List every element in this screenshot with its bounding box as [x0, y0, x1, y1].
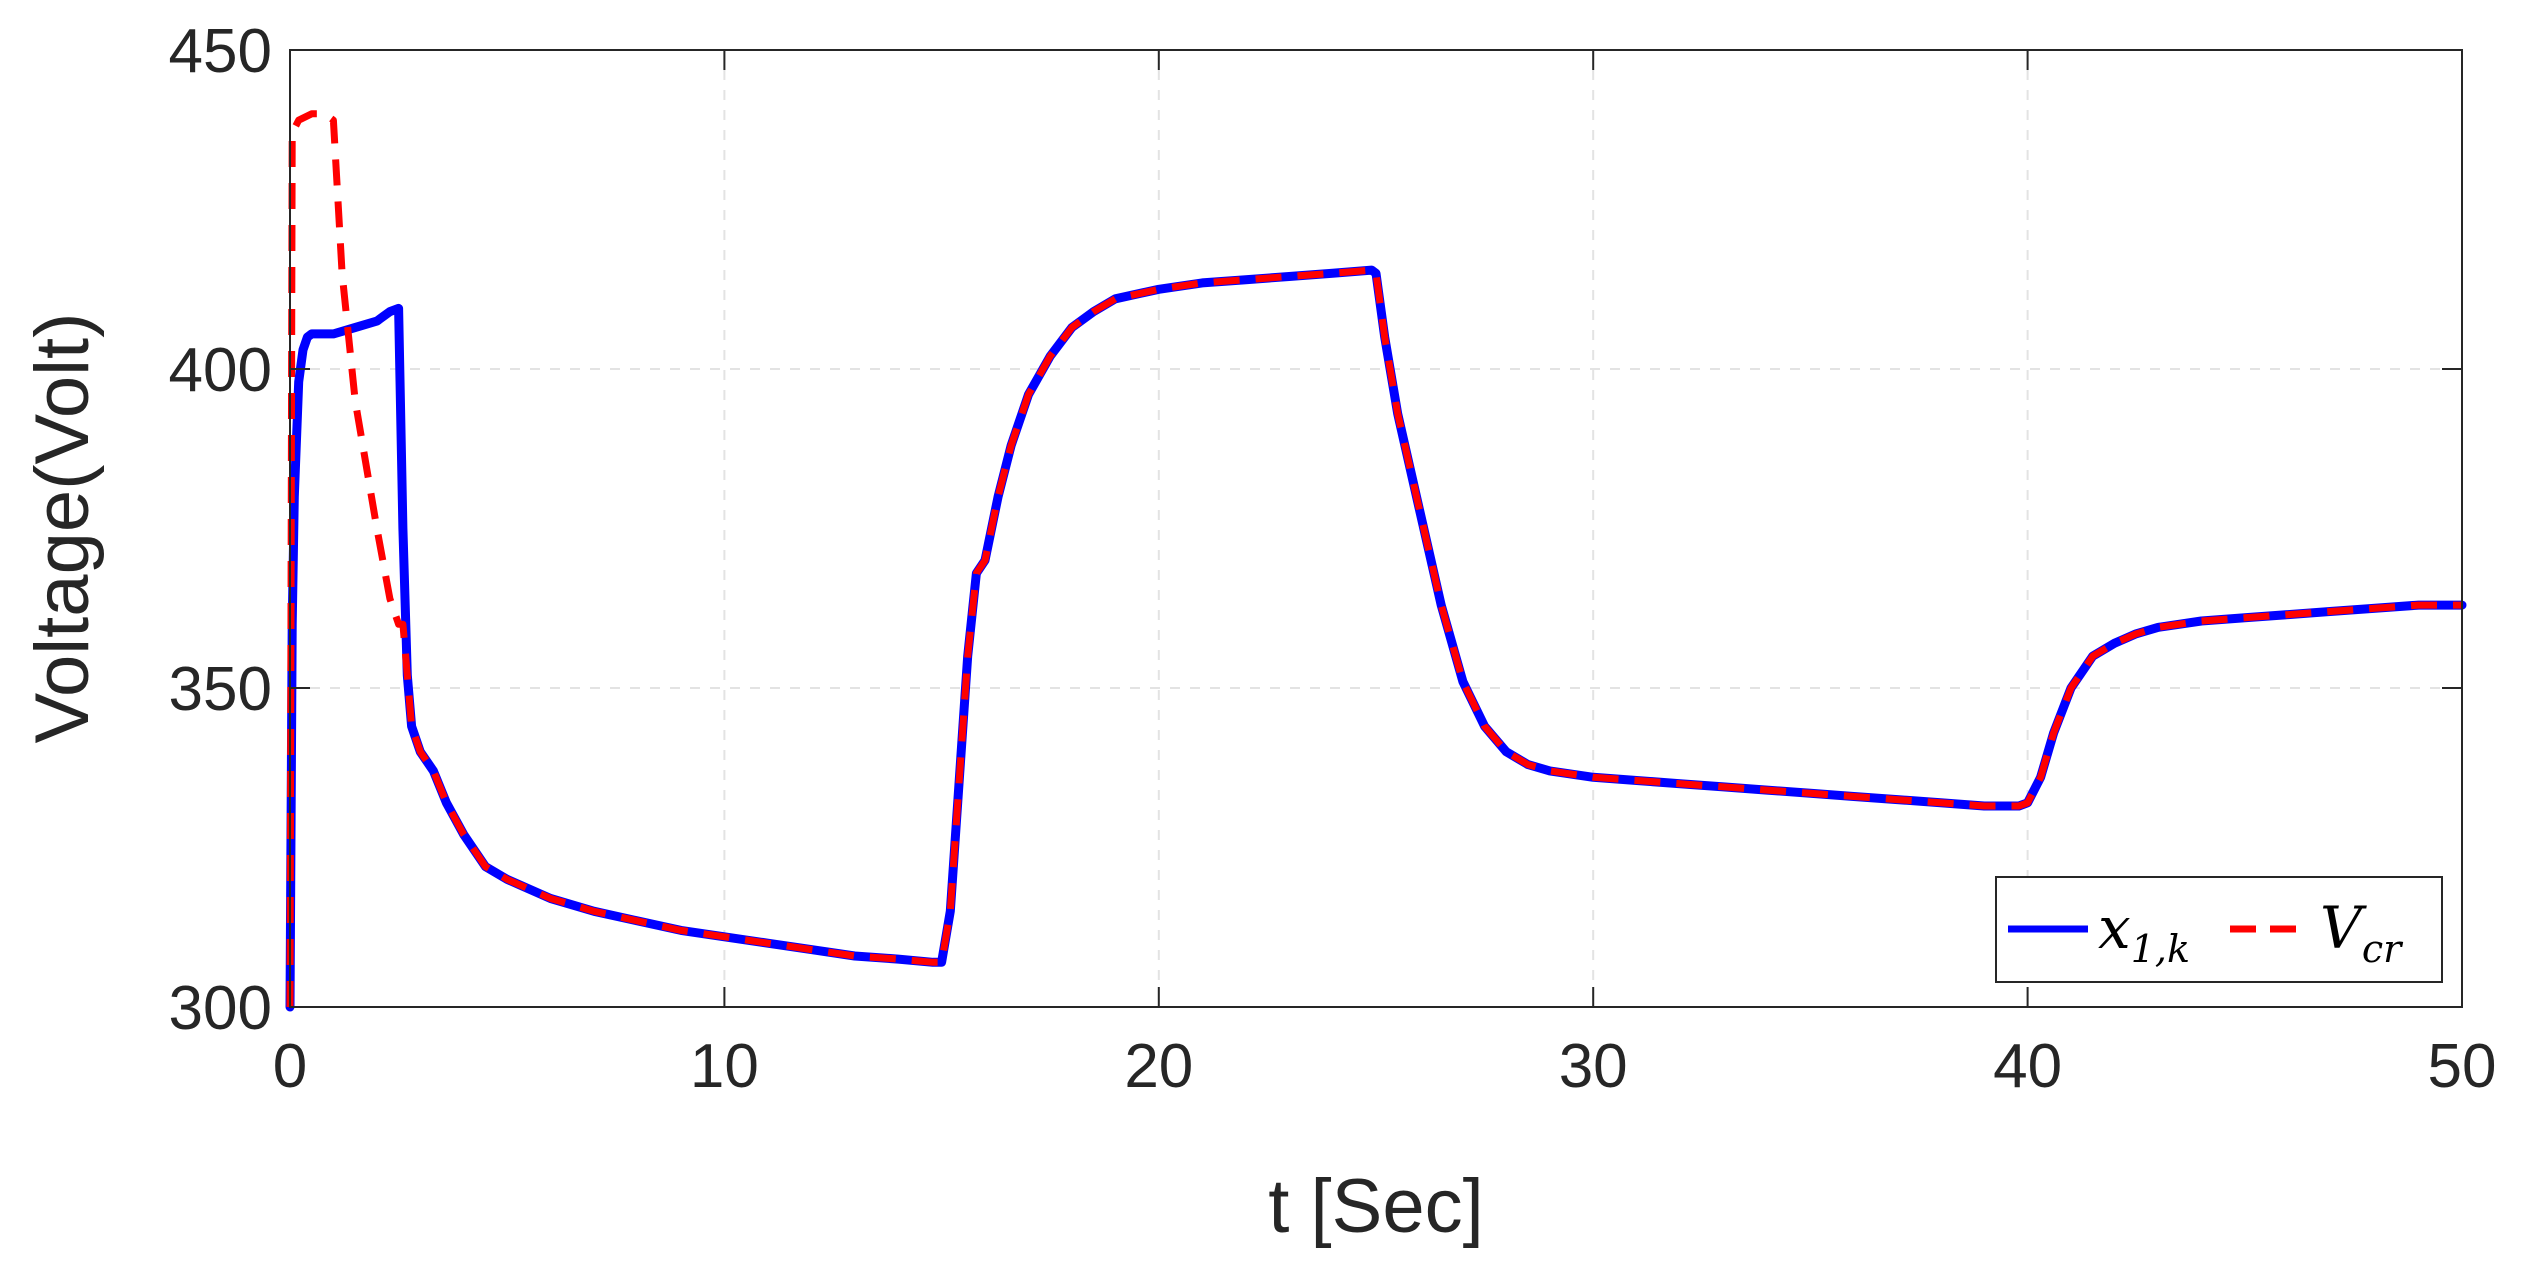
ticks [289, 49, 2463, 1008]
x-tick-label: 30 [1559, 1032, 1628, 1101]
plot-area [290, 50, 2462, 1007]
series-line-vcr [286, 110, 2462, 1008]
y-tick-label: 350 [169, 655, 272, 724]
x-tick-labels: 0 10 20 30 40 50 [273, 1032, 2497, 1101]
legend-x1k-main: x [2098, 894, 2131, 962]
y-tick-label: 300 [169, 974, 272, 1043]
x-tick-label: 10 [690, 1032, 759, 1101]
y-tick-label: 400 [169, 336, 272, 405]
x-tick-label: 50 [2428, 1032, 2497, 1101]
legend-label-vcr: Vcr [2320, 894, 2404, 971]
legend-vcr-main: V [2320, 894, 2367, 962]
y-tick-labels: 300 350 400 450 [169, 17, 272, 1043]
legend-vcr-sub: cr [2362, 927, 2404, 971]
axes-box [289, 49, 2463, 1008]
legend: x1,k Vcr [1995, 876, 2443, 983]
legend-x1k-sub: 1,k [2131, 927, 2190, 971]
y-tick-label: 450 [169, 17, 272, 86]
x-axis-label: t [Sec] [1268, 1164, 1483, 1249]
x-tick-label: 20 [1124, 1032, 1193, 1101]
legend-label-x1k: x1,k [2098, 894, 2190, 971]
y-axis-label: Voltage(Volt) [20, 313, 105, 744]
grid-lines [290, 50, 2462, 1007]
x-tick-label: 40 [1993, 1032, 2062, 1101]
x-tick-label: 0 [273, 1032, 307, 1101]
series-layer [285, 110, 2467, 1012]
